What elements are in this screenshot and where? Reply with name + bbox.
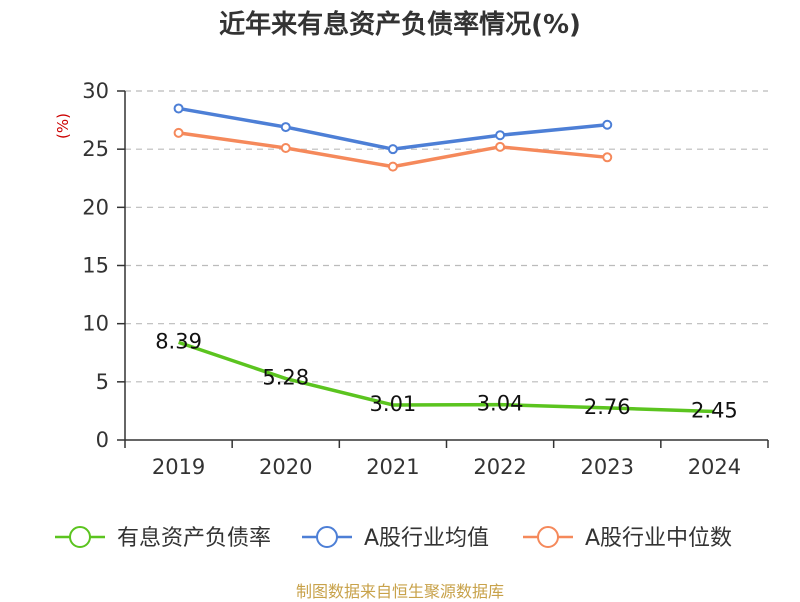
data-point: [495, 130, 506, 141]
y-axis-unit: (%): [54, 113, 72, 139]
y-tick-label: 0: [96, 428, 109, 452]
data-point: [495, 141, 506, 152]
x-tick-label: 2020: [259, 455, 312, 479]
data-point: [280, 143, 291, 154]
y-tick-label: 5: [96, 370, 109, 394]
legend-label: 有息资产负债率: [117, 526, 271, 551]
data-point: [602, 152, 613, 163]
y-tick-label: 20: [82, 195, 109, 219]
legend-marker: [69, 526, 91, 548]
data-point: [387, 161, 398, 172]
data-point: [602, 119, 613, 130]
y-tick-label: 25: [82, 137, 109, 161]
data-point: [387, 144, 398, 155]
data-label: 3.01: [370, 392, 417, 416]
data-label: 2.45: [691, 398, 738, 422]
x-tick-label: 2022: [473, 455, 526, 479]
legend-marker: [537, 526, 559, 548]
y-tick-label: 30: [82, 79, 109, 103]
data-label: 8.39: [155, 329, 202, 353]
y-tick-label: 10: [82, 312, 109, 336]
data-point: [280, 122, 291, 133]
series-line: [178, 340, 715, 414]
data-point: [173, 127, 184, 138]
y-tick-label: 15: [82, 254, 109, 278]
x-tick-label: 2019: [152, 455, 205, 479]
data-label: 2.76: [584, 395, 631, 419]
legend-label: A股行业均值: [364, 526, 489, 551]
data-point: [173, 103, 184, 114]
x-tick-label: 2024: [688, 455, 741, 479]
data-label: 3.04: [477, 392, 524, 416]
x-tick-label: 2021: [366, 455, 419, 479]
data-label: 5.28: [262, 366, 309, 390]
legend-marker: [316, 526, 338, 548]
legend-label: A股行业中位数: [585, 526, 732, 551]
x-tick-label: 2023: [581, 455, 634, 479]
chart-title: 近年来有息资产负债率情况(%): [219, 10, 581, 40]
source-note: 制图数据来自恒生聚源数据库: [295, 582, 504, 601]
